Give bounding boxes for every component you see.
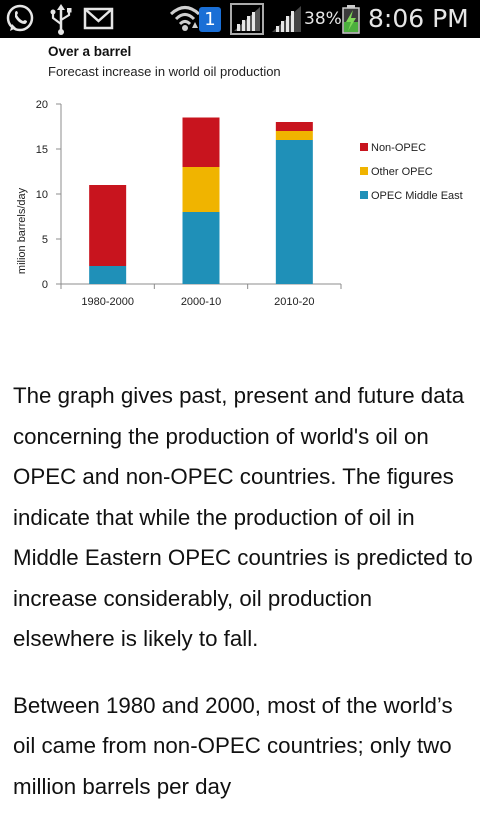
bar-segment (275, 122, 313, 131)
bar-segment (182, 167, 220, 212)
y-tick-label: 10 (36, 189, 48, 201)
bar-segment (182, 117, 220, 167)
no-signal-icon (230, 3, 264, 35)
plot-area: 0 5 10 15 20 1980-2000 2000-10 2010-20 (36, 99, 342, 308)
usb-icon (50, 4, 72, 35)
y-tick-label: 5 (42, 234, 48, 246)
chart-legend: Non-OPEC Other OPEC OPEC Middle East (360, 142, 463, 202)
y-tick-label: 0 (42, 279, 48, 291)
legend-swatch (360, 143, 368, 151)
chart-subtitle: Forecast increase in world oil productio… (48, 64, 281, 79)
battery-charging-icon (342, 5, 360, 34)
bar-segment (275, 140, 313, 284)
status-bar: 1 38% 8:06 PM (0, 0, 480, 38)
wifi-icon (169, 6, 201, 31)
legend-swatch (360, 167, 368, 175)
legend-label: OPEC Middle East (371, 190, 463, 202)
legend-swatch (360, 191, 368, 199)
legend-label: Non-OPEC (371, 142, 426, 154)
chart-title: Over a barrel (48, 44, 131, 59)
y-axis-label: milion barrels/day (16, 187, 28, 274)
y-tick-label: 20 (36, 99, 48, 111)
clock: 8:06 PM (368, 4, 469, 33)
bar-segment (89, 266, 127, 284)
x-tick-label: 2010-20 (274, 296, 314, 308)
mail-icon (83, 7, 114, 30)
bar-segment (89, 185, 127, 266)
battery-percent: 38% (304, 9, 342, 29)
article-body: The graph gives past, present and future… (13, 376, 473, 833)
bar-segment (182, 212, 220, 284)
bar-chart: Over a barrel Forecast increase in world… (16, 44, 463, 308)
legend-label: Other OPEC (371, 166, 433, 178)
article-paragraph-2: Between 1980 and 2000, most of the world… (13, 692, 453, 799)
bar-segment (275, 131, 313, 140)
x-tick-label: 1980-2000 (81, 296, 134, 308)
sim-1-icon: 1 (199, 7, 221, 32)
y-tick-label: 15 (36, 144, 48, 156)
article-paragraph-1: The graph gives past, present and future… (13, 383, 473, 651)
signal-icon (272, 6, 301, 32)
x-tick-label: 2000-10 (181, 296, 221, 308)
whatsapp-icon (6, 4, 34, 32)
